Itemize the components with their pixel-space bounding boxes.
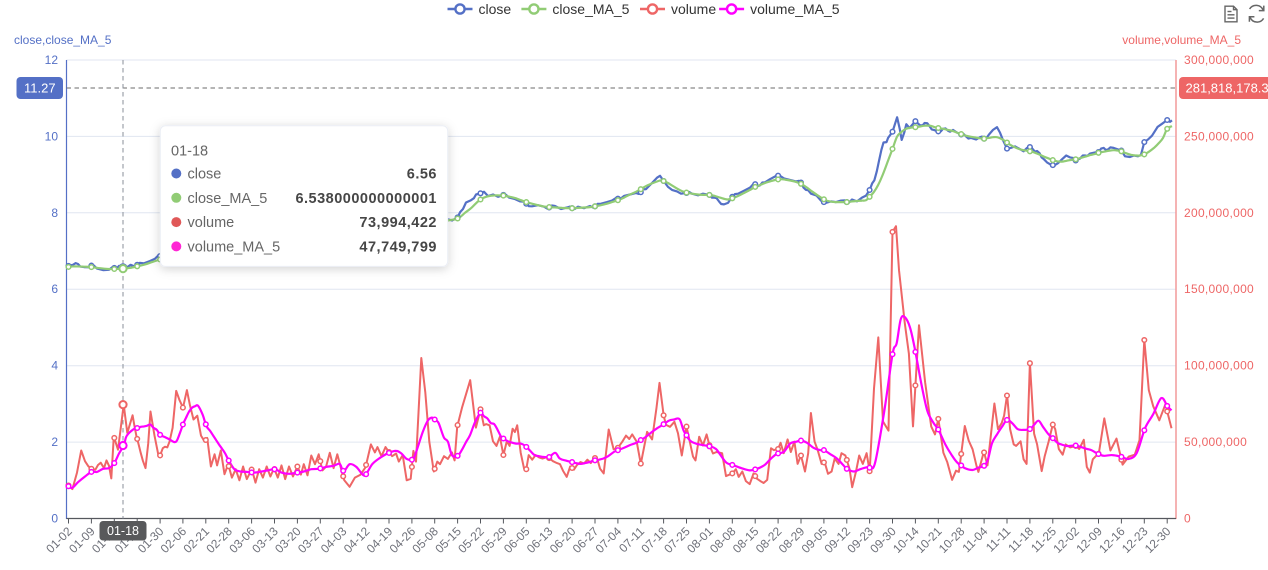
svg-text:12: 12 (45, 53, 59, 67)
svg-text:281,818,178.3: 281,818,178.3 (1186, 81, 1268, 96)
svg-text:volume_MA_5: volume_MA_5 (750, 1, 840, 17)
svg-text:0: 0 (1184, 512, 1191, 526)
svg-text:close: close (479, 1, 512, 17)
svg-text:4: 4 (51, 359, 58, 373)
svg-text:volume_MA_5: volume_MA_5 (188, 239, 281, 255)
svg-text:01-18: 01-18 (107, 524, 139, 538)
svg-text:01-18: 01-18 (171, 144, 208, 160)
svg-text:volume: volume (671, 1, 716, 17)
svg-text:200,000,000: 200,000,000 (1184, 206, 1254, 220)
svg-text:300,000,000: 300,000,000 (1184, 53, 1254, 67)
svg-text:close: close (188, 167, 222, 183)
svg-text:close,close_MA_5: close,close_MA_5 (14, 33, 112, 47)
svg-text:50,000,000: 50,000,000 (1184, 435, 1247, 449)
svg-text:0: 0 (51, 512, 58, 526)
svg-text:100,000,000: 100,000,000 (1184, 359, 1254, 373)
svg-text:11.27: 11.27 (24, 81, 56, 96)
svg-text:volume,volume_MA_5: volume,volume_MA_5 (1122, 33, 1241, 47)
svg-text:73,994,422: 73,994,422 (359, 215, 437, 231)
svg-text:8: 8 (51, 206, 58, 220)
svg-text:volume: volume (188, 215, 235, 231)
svg-text:close_MA_5: close_MA_5 (188, 191, 268, 207)
svg-text:150,000,000: 150,000,000 (1184, 282, 1254, 296)
svg-text:250,000,000: 250,000,000 (1184, 129, 1254, 143)
svg-text:10: 10 (45, 129, 59, 143)
svg-text:6: 6 (51, 282, 58, 296)
svg-text:close_MA_5: close_MA_5 (552, 1, 629, 17)
svg-text:6.538000000000001: 6.538000000000001 (295, 191, 437, 207)
svg-text:6.56: 6.56 (407, 167, 437, 183)
svg-text:47,749,799: 47,749,799 (359, 239, 437, 255)
svg-text:2: 2 (51, 435, 58, 449)
